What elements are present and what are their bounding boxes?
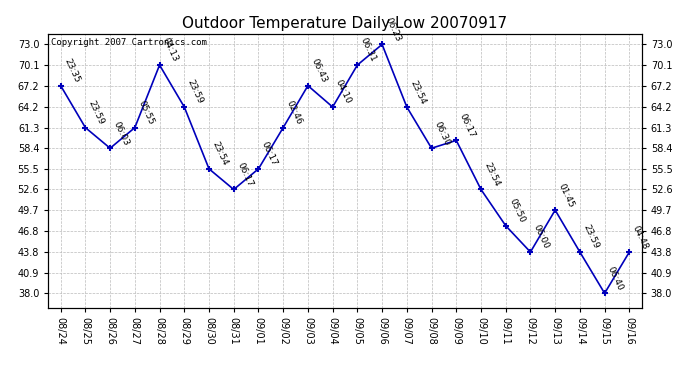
Text: 23:54: 23:54 [408,79,427,106]
Text: 23:54: 23:54 [210,140,229,168]
Text: 06:23: 06:23 [384,16,402,43]
Text: 01:45: 01:45 [557,182,575,209]
Text: 06:17: 06:17 [457,112,477,139]
Text: 05:55: 05:55 [136,99,155,126]
Text: 04:13: 04:13 [161,36,180,64]
Title: Outdoor Temperature Daily Low 20070917: Outdoor Temperature Daily Low 20070917 [182,16,508,31]
Text: 06:43: 06:43 [309,57,328,84]
Text: 23:59: 23:59 [87,99,106,126]
Text: 23:59: 23:59 [581,224,600,251]
Text: 23:59: 23:59 [186,78,205,106]
Text: 23:35: 23:35 [62,57,81,84]
Text: 23:54: 23:54 [482,161,502,188]
Text: 06:17: 06:17 [235,161,254,188]
Text: 04:48: 04:48 [631,224,650,251]
Text: 05:50: 05:50 [507,197,526,224]
Text: 06:30: 06:30 [433,120,452,147]
Text: 04:10: 04:10 [334,78,353,106]
Text: Copyright 2007 Cartronics.com: Copyright 2007 Cartronics.com [51,38,207,47]
Text: 06:03: 06:03 [112,120,130,147]
Text: 02:46: 02:46 [284,99,304,126]
Text: 06:17: 06:17 [260,140,279,168]
Text: 06:40: 06:40 [606,265,625,292]
Text: 06:31: 06:31 [359,36,378,64]
Text: 06:00: 06:00 [532,224,551,251]
